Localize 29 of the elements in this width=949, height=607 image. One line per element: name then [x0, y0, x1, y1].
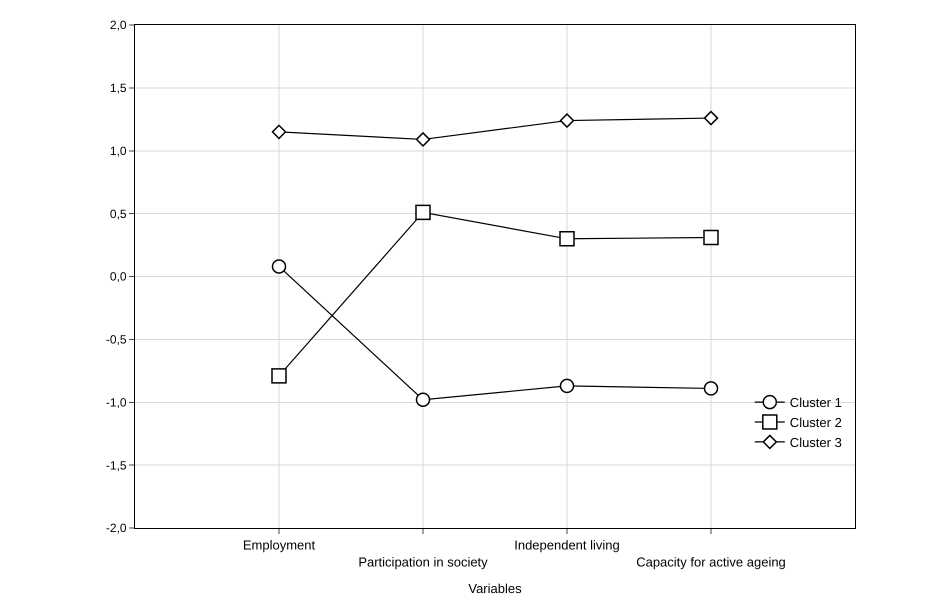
- point: [272, 259, 286, 274]
- legend-label: Cluster 2: [790, 415, 842, 430]
- point: [560, 378, 574, 394]
- y-tick-label: -2,0: [106, 521, 127, 536]
- x-tick-label: Participation in society: [358, 554, 488, 570]
- x-tick-label: Independent living: [514, 538, 620, 553]
- point: [704, 381, 718, 396]
- point: [416, 132, 430, 147]
- x-tick-label: Employment: [242, 538, 316, 553]
- legend-label: Cluster 1: [790, 395, 842, 410]
- y-tick-label: 1,5: [110, 81, 127, 96]
- point: [272, 124, 286, 140]
- y-tick-label: 2,0: [110, 18, 127, 32]
- y-tick-label: 0,5: [110, 206, 127, 221]
- point: [415, 204, 431, 220]
- y-tick-label: -1,5: [106, 458, 127, 472]
- y-tick-label: 0,0: [110, 270, 127, 284]
- y-tick-label: -0,5: [106, 332, 127, 347]
- point: [271, 368, 287, 384]
- point: [704, 110, 718, 126]
- legend-label: Cluster 3: [790, 434, 842, 450]
- point: [416, 392, 430, 407]
- y-tick-label: -1,0: [106, 395, 127, 410]
- point: [703, 230, 719, 246]
- x-axis-title: Variables: [468, 581, 522, 596]
- y-tick-label: 1,0: [110, 144, 127, 158]
- point: [559, 231, 575, 247]
- point: [560, 113, 574, 128]
- x-tick-label: Capacity for active ageing: [636, 554, 786, 570]
